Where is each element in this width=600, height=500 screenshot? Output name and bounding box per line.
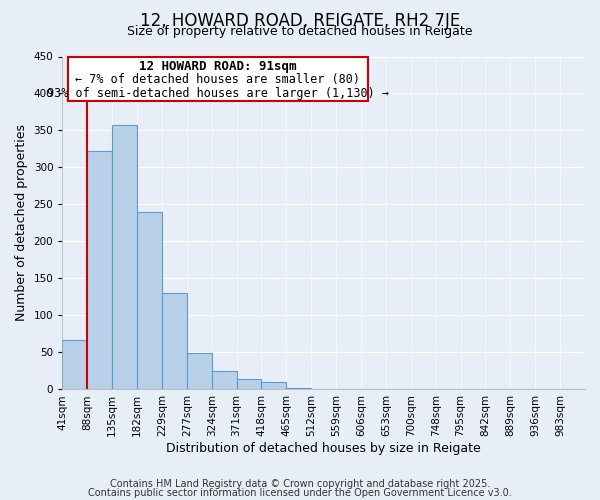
Text: ← 7% of detached houses are smaller (80): ← 7% of detached houses are smaller (80) <box>76 74 361 86</box>
Bar <box>137 212 162 390</box>
Bar <box>187 353 212 390</box>
Bar <box>162 294 187 390</box>
Bar <box>262 382 286 390</box>
Bar <box>62 340 87 390</box>
X-axis label: Distribution of detached houses by size in Reigate: Distribution of detached houses by size … <box>166 442 481 455</box>
Y-axis label: Number of detached properties: Number of detached properties <box>15 124 28 322</box>
Bar <box>87 151 112 390</box>
Bar <box>311 388 336 390</box>
Bar <box>212 371 236 390</box>
Bar <box>286 388 311 390</box>
Bar <box>236 379 262 390</box>
FancyBboxPatch shape <box>68 56 368 102</box>
Text: Contains public sector information licensed under the Open Government Licence v3: Contains public sector information licen… <box>88 488 512 498</box>
Text: 12 HOWARD ROAD: 91sqm: 12 HOWARD ROAD: 91sqm <box>139 60 296 73</box>
Text: Size of property relative to detached houses in Reigate: Size of property relative to detached ho… <box>127 25 473 38</box>
Text: Contains HM Land Registry data © Crown copyright and database right 2025.: Contains HM Land Registry data © Crown c… <box>110 479 490 489</box>
Text: 93% of semi-detached houses are larger (1,130) →: 93% of semi-detached houses are larger (… <box>47 87 389 100</box>
Text: 12, HOWARD ROAD, REIGATE, RH2 7JE: 12, HOWARD ROAD, REIGATE, RH2 7JE <box>140 12 460 30</box>
Bar <box>112 124 137 390</box>
